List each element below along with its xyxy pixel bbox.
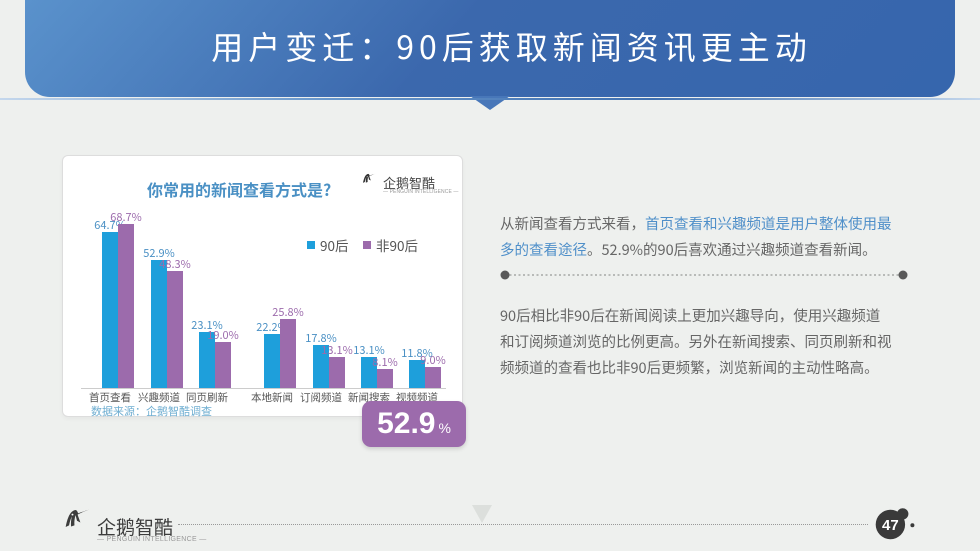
svg-text:47: 47 bbox=[882, 517, 899, 534]
